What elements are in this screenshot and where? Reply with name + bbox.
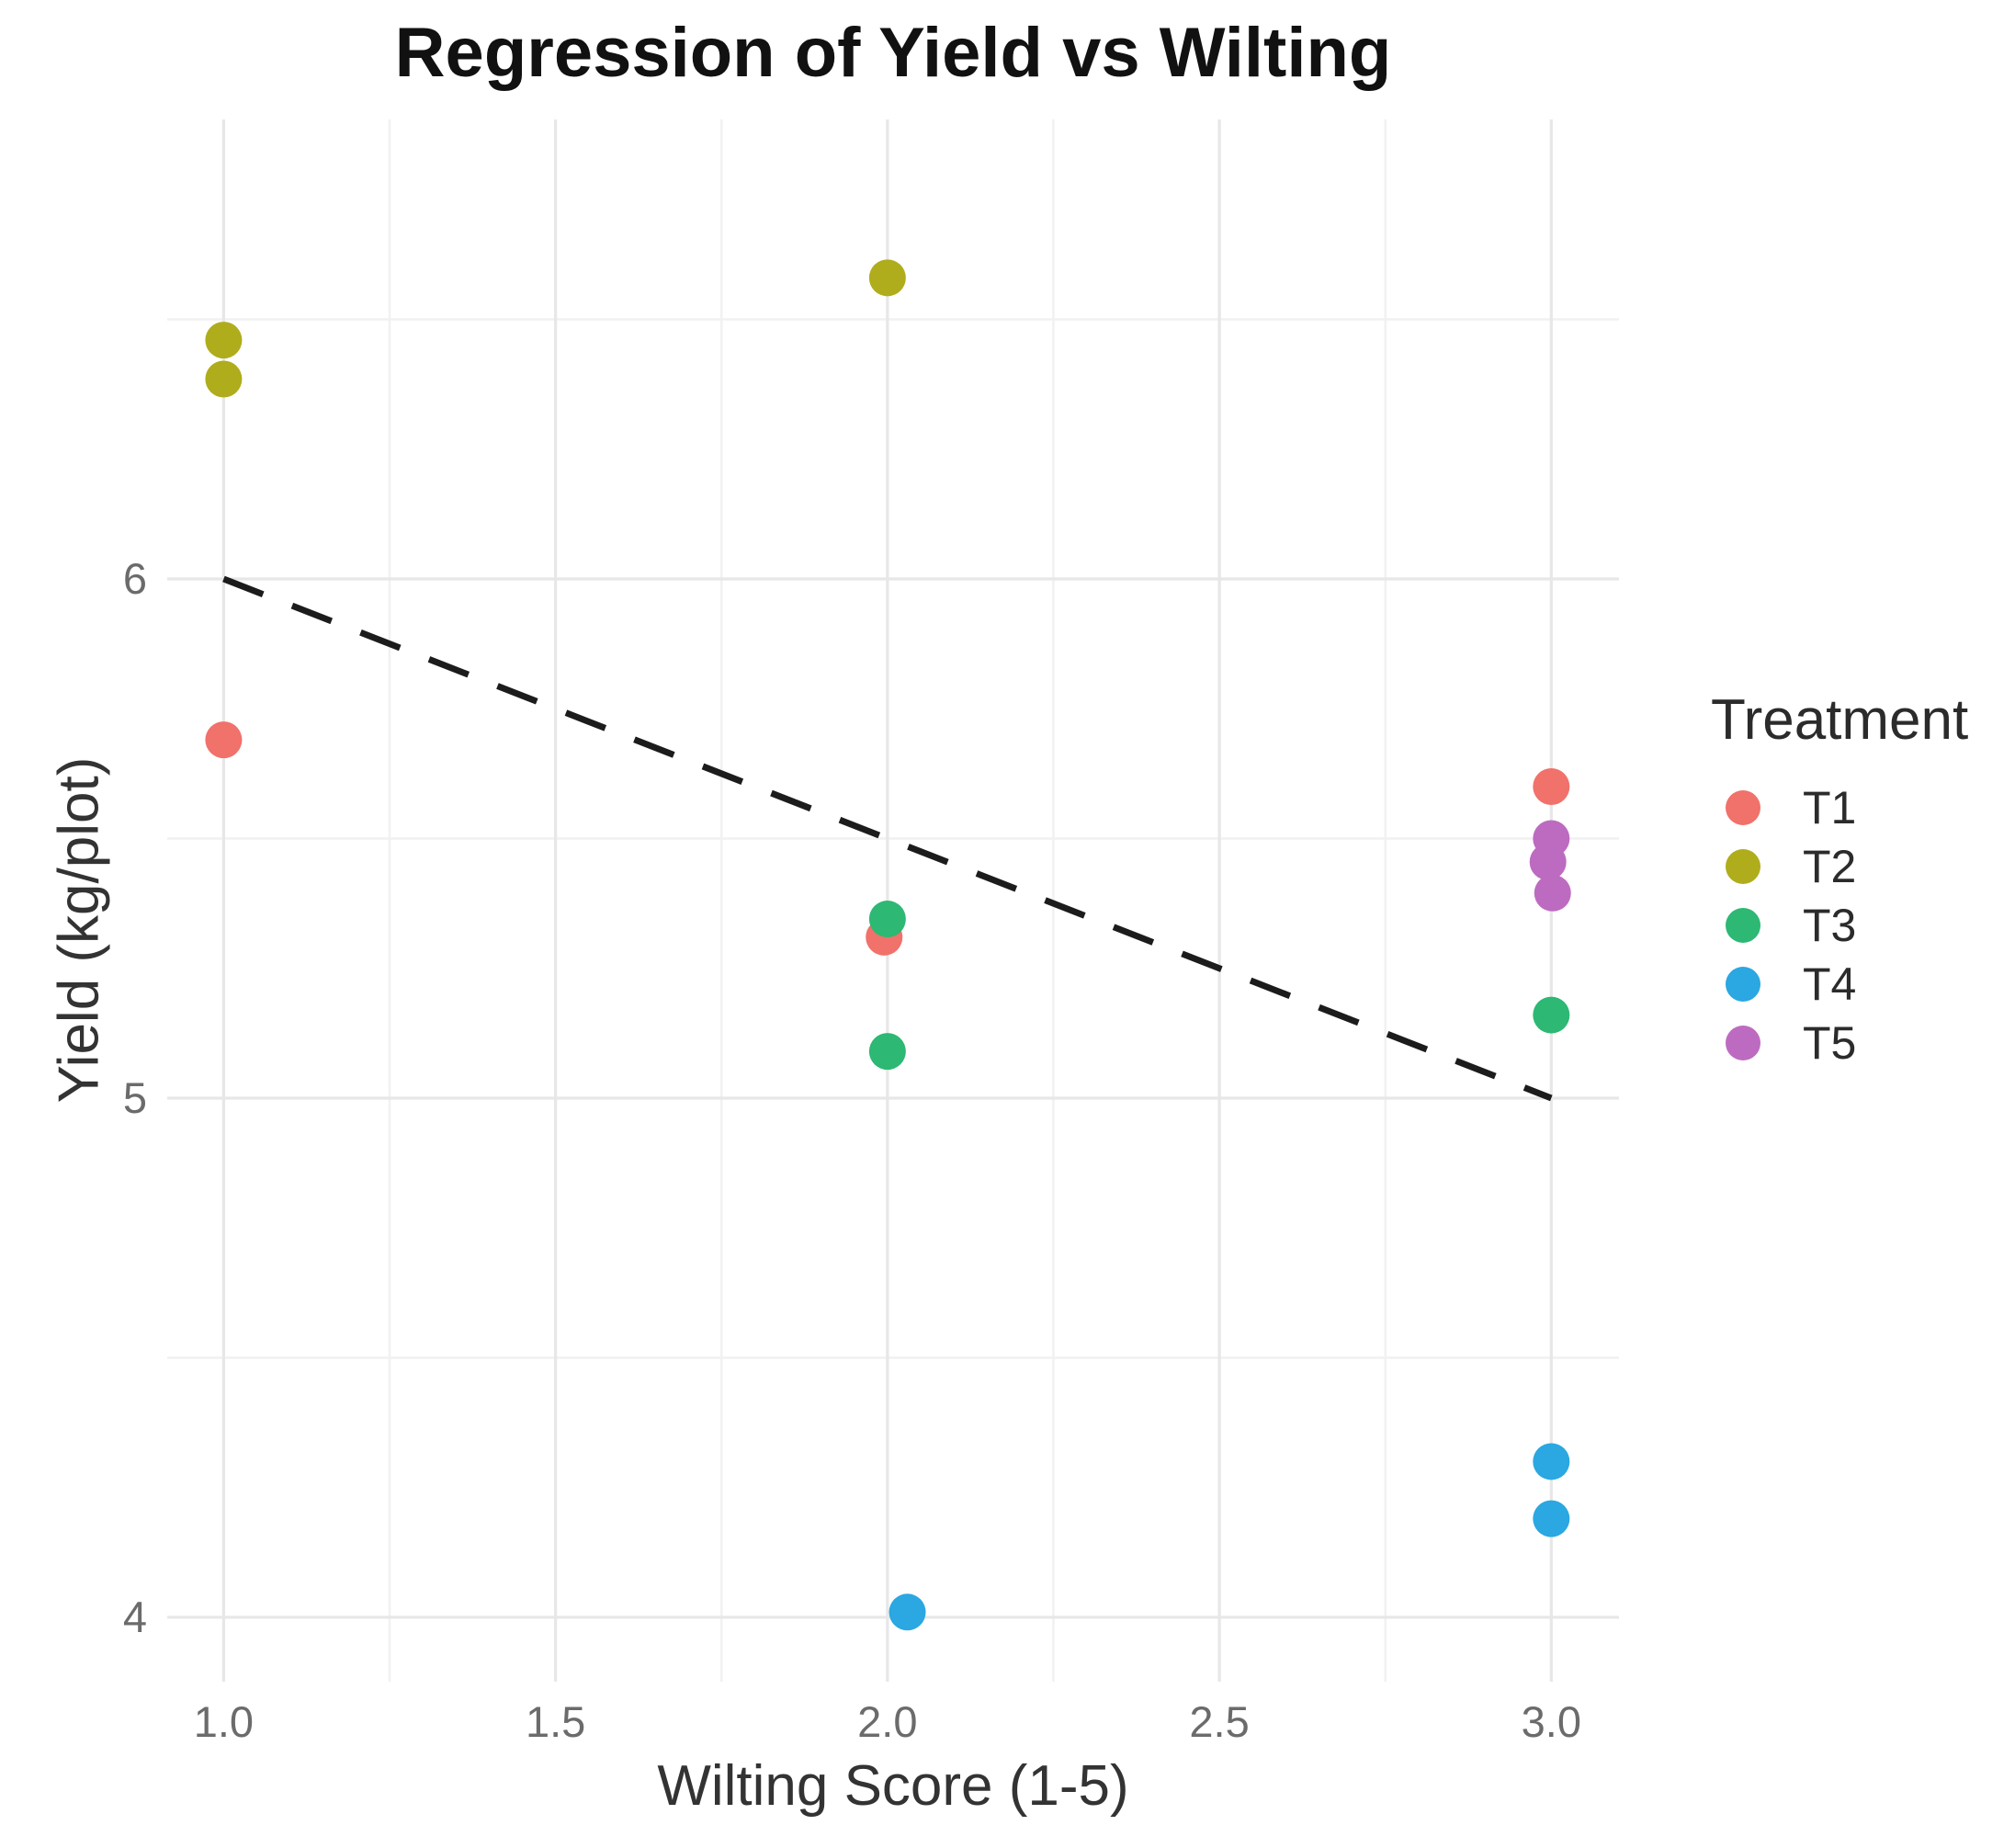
point-T4 (889, 1593, 926, 1631)
y-axis-title: Yield (kg/plot) (47, 756, 111, 1104)
point-T2 (205, 360, 243, 398)
y-tick-label: 6 (122, 554, 147, 603)
legend-item-T3: T3 (1711, 896, 1968, 955)
legend-title: Treatment (1711, 688, 1969, 752)
point-T4 (1533, 1500, 1570, 1537)
x-tick-label: 2.5 (1189, 1697, 1250, 1746)
point-T2 (205, 322, 243, 359)
point-T5 (1534, 874, 1571, 912)
legend-swatch-T5 (1726, 1026, 1760, 1060)
legend-label-T1: T1 (1803, 782, 1857, 833)
chart-title: Regression of Yield vs Wilting (394, 14, 1392, 92)
plot-canvas (167, 119, 1619, 1682)
point-T4 (1533, 1443, 1570, 1480)
point-T2 (868, 259, 906, 297)
legend-swatch-T3 (1726, 908, 1760, 943)
regression-line (222, 575, 1553, 1102)
legend-label-T5: T5 (1803, 1017, 1857, 1069)
plot-panel (167, 119, 1619, 1682)
legend-label-T4: T4 (1803, 958, 1857, 1010)
x-axis-title: Wilting Score (1-5) (657, 1754, 1129, 1818)
legend-swatch-T2 (1726, 849, 1760, 884)
legend: Treatment T1 T2 T3 T4 T5 (1711, 687, 1968, 1072)
point-T3 (868, 901, 906, 938)
legend-item-T2: T2 (1711, 837, 1968, 896)
x-tick-label: 2.0 (857, 1697, 918, 1746)
legend-label-T2: T2 (1803, 841, 1857, 892)
y-tick-label: 4 (122, 1592, 147, 1641)
legend-item-T1: T1 (1711, 778, 1968, 837)
legend-swatch-T1 (1726, 790, 1760, 825)
legend-label-T3: T3 (1803, 900, 1857, 951)
x-tick-label: 1.5 (525, 1697, 586, 1746)
point-T1 (1533, 767, 1570, 805)
x-tick-label: 1.0 (193, 1697, 255, 1746)
x-tick-label: 3.0 (1521, 1697, 1581, 1746)
legend-item-T5: T5 (1711, 1014, 1968, 1072)
point-T3 (1533, 996, 1570, 1034)
point-T5 (1529, 843, 1567, 880)
legend-swatch-T4 (1726, 967, 1760, 1002)
legend-items: T1 T2 T3 T4 T5 (1711, 778, 1968, 1072)
point-T1 (205, 721, 243, 759)
legend-item-T4: T4 (1711, 955, 1968, 1014)
point-T3 (868, 1033, 906, 1071)
y-tick-label: 5 (122, 1072, 147, 1122)
